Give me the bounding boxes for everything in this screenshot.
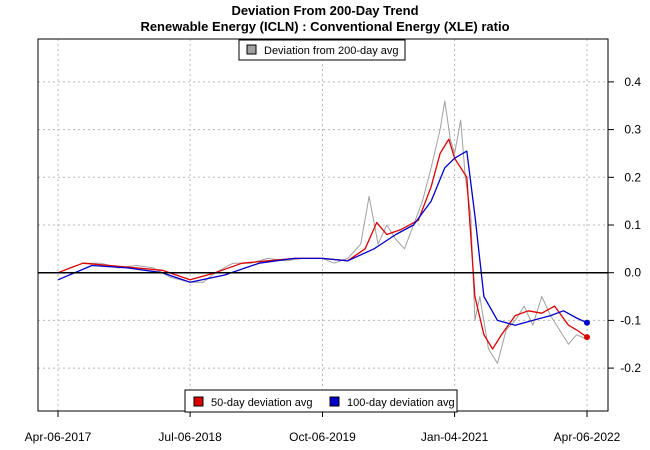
- y-tick-label-3: 0.1: [624, 218, 641, 232]
- y-tick-label-4: 0.2: [624, 170, 641, 184]
- endpoint-series-line-100-day-deviation-avg: [584, 319, 590, 326]
- chart-title: Deviation From 200-Day Trend: [231, 3, 418, 18]
- chart-subtitle: Renewable Energy (ICLN) : Conventional E…: [140, 19, 509, 34]
- legend-top-box: [238, 39, 406, 61]
- y-tick-label-0: -0.2: [620, 361, 641, 375]
- series-lines: [57, 100, 588, 364]
- series-line-100-day-deviation-avg: [57, 150, 588, 326]
- legend-label-deviation: Deviation from 200-day avg: [264, 45, 399, 57]
- legend-bottom-box: [184, 389, 458, 413]
- y-axis: -0.2 -0.1 0.0 0.1 0.2 0.3 0.4: [608, 75, 641, 375]
- legend-swatch-50day: [193, 396, 204, 407]
- x-tick-label-2: Oct-06-2019: [289, 430, 356, 444]
- y-tick-label-2: 0.0: [624, 266, 641, 280]
- legend-swatch-100day: [329, 396, 340, 407]
- legend-label-50day: 50-day deviation avg: [211, 397, 313, 409]
- y-tick-label-5: 0.3: [624, 123, 641, 137]
- series-endpoints: [584, 319, 590, 341]
- x-tick-label-0: Apr-06-2017: [25, 430, 92, 444]
- legend-bottom: 50-day deviation avg 100-day deviation a…: [184, 389, 458, 413]
- legend-label-100day: 100-day deviation avg: [347, 397, 455, 409]
- x-axis: Apr-06-2017 Jul-06-2018 Oct-06-2019 Jan-04-…: [25, 411, 621, 444]
- y-tick-label-6: 0.4: [624, 75, 641, 89]
- x-tick-label-3: Jan-04-2021: [421, 430, 489, 444]
- x-tick-label-4: Apr-06-2022: [554, 430, 621, 444]
- grid-lines: [38, 39, 608, 411]
- series-line-50-day-deviation-avg: [57, 138, 588, 350]
- legend-swatch-deviation: [246, 44, 257, 55]
- legend-top: Deviation from 200-day avg: [238, 39, 406, 61]
- x-tick-label-1: Jul-06-2018: [158, 430, 222, 444]
- endpoint-series-line-50-day-deviation-avg: [584, 334, 590, 341]
- y-tick-label-1: -0.1: [620, 313, 641, 327]
